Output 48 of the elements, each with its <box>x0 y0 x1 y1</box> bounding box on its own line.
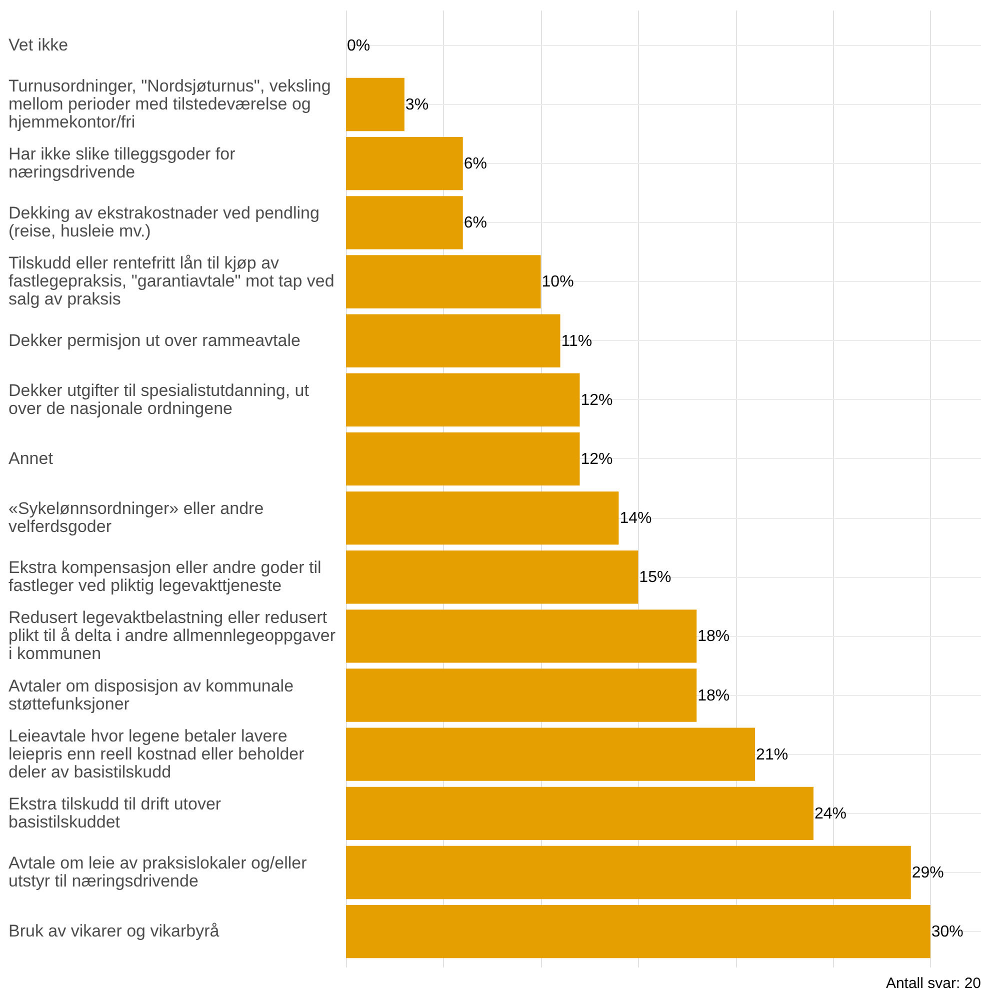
data-label: 0% <box>347 37 370 54</box>
bar <box>346 904 930 958</box>
data-label: 3% <box>405 96 429 114</box>
data-label: 12% <box>580 450 613 468</box>
y-tick-label: Dekker permisjon ut over rammeavtale <box>8 330 300 350</box>
bar <box>346 668 697 722</box>
bar <box>346 137 463 190</box>
y-tick-label: Tilskudd eller rentefritt lån til kjøp av fastlegepraksis, "garantiavtale" mot tap ved salg av praksis <box>8 254 334 309</box>
data-label: 15% <box>639 569 672 586</box>
text: Antall svar: 20 <box>886 975 981 990</box>
bar <box>346 78 404 132</box>
y-tick-label: Dekking av ekstrakostnader ved pendling (reise, husleie mv.) <box>8 204 320 241</box>
data-label: 10% <box>542 274 574 291</box>
bar <box>346 786 814 840</box>
data-label: 6% <box>464 214 487 232</box>
data-label: 14% <box>620 510 652 528</box>
bar <box>346 314 560 368</box>
y-tick-label: «Sykelønnsordninger» eller andre velferdsgoder <box>8 499 264 536</box>
bar <box>346 432 580 486</box>
y-tick-label: Avtaler om disposisjon av kommunale støttefunksjoner <box>8 676 294 714</box>
bar <box>346 550 638 604</box>
bar <box>346 610 697 663</box>
bar <box>346 491 619 545</box>
data-label: 6% <box>464 156 487 173</box>
bar <box>346 255 541 308</box>
data-label: 18% <box>698 628 730 646</box>
y-tick-label: Leieavtale hvor legene betaler lavere leiepris enn reell kostnad eller beholder deler av basistilskudd <box>8 726 305 782</box>
y-tick-label: Annet <box>8 448 54 468</box>
y-tick-label: Avtale om leie av praksislokaler og/eller utstyr til næringsdrivende <box>8 853 308 890</box>
y-tick-label: Bruk av vikarer og vikarbyrå <box>8 922 220 941</box>
y-tick-label: Turnusordninger, "Nordsjøturnus", veksling mellom perioder med tilstedeværelse og hjemmekontor/fri <box>8 76 331 132</box>
data-label: 21% <box>756 746 788 764</box>
data-label: 29% <box>912 864 944 882</box>
y-tick-label: Har ikke slike tilleggsgoder for næringsdrivende <box>8 144 236 182</box>
data-label: 30% <box>931 924 964 941</box>
y-tick-label: Ekstra tilskudd til drift utover basistilskuddet <box>8 794 222 832</box>
bar <box>346 196 463 250</box>
y-tick-label: Ekstra kompensasjon eller andre goder til fastleger ved pliktig legevakttjeneste <box>8 558 322 596</box>
y-tick-label: Vet ikke <box>8 35 68 54</box>
data-label: 12% <box>580 392 613 409</box>
bar <box>346 846 911 900</box>
data-label: 18% <box>698 687 730 704</box>
y-tick-label: Dekker utgifter til spesialistutdanning, ut over de nasjonale ordningene <box>8 380 310 418</box>
bar <box>346 728 756 781</box>
data-label: 11% <box>561 332 592 350</box>
y-tick-label: Redusert legevaktbelastning eller redusert plikt til å delta i andre allmennlegeoppgaver i kommunen <box>8 608 336 664</box>
bar <box>346 373 580 426</box>
data-label: 24% <box>814 805 847 822</box>
